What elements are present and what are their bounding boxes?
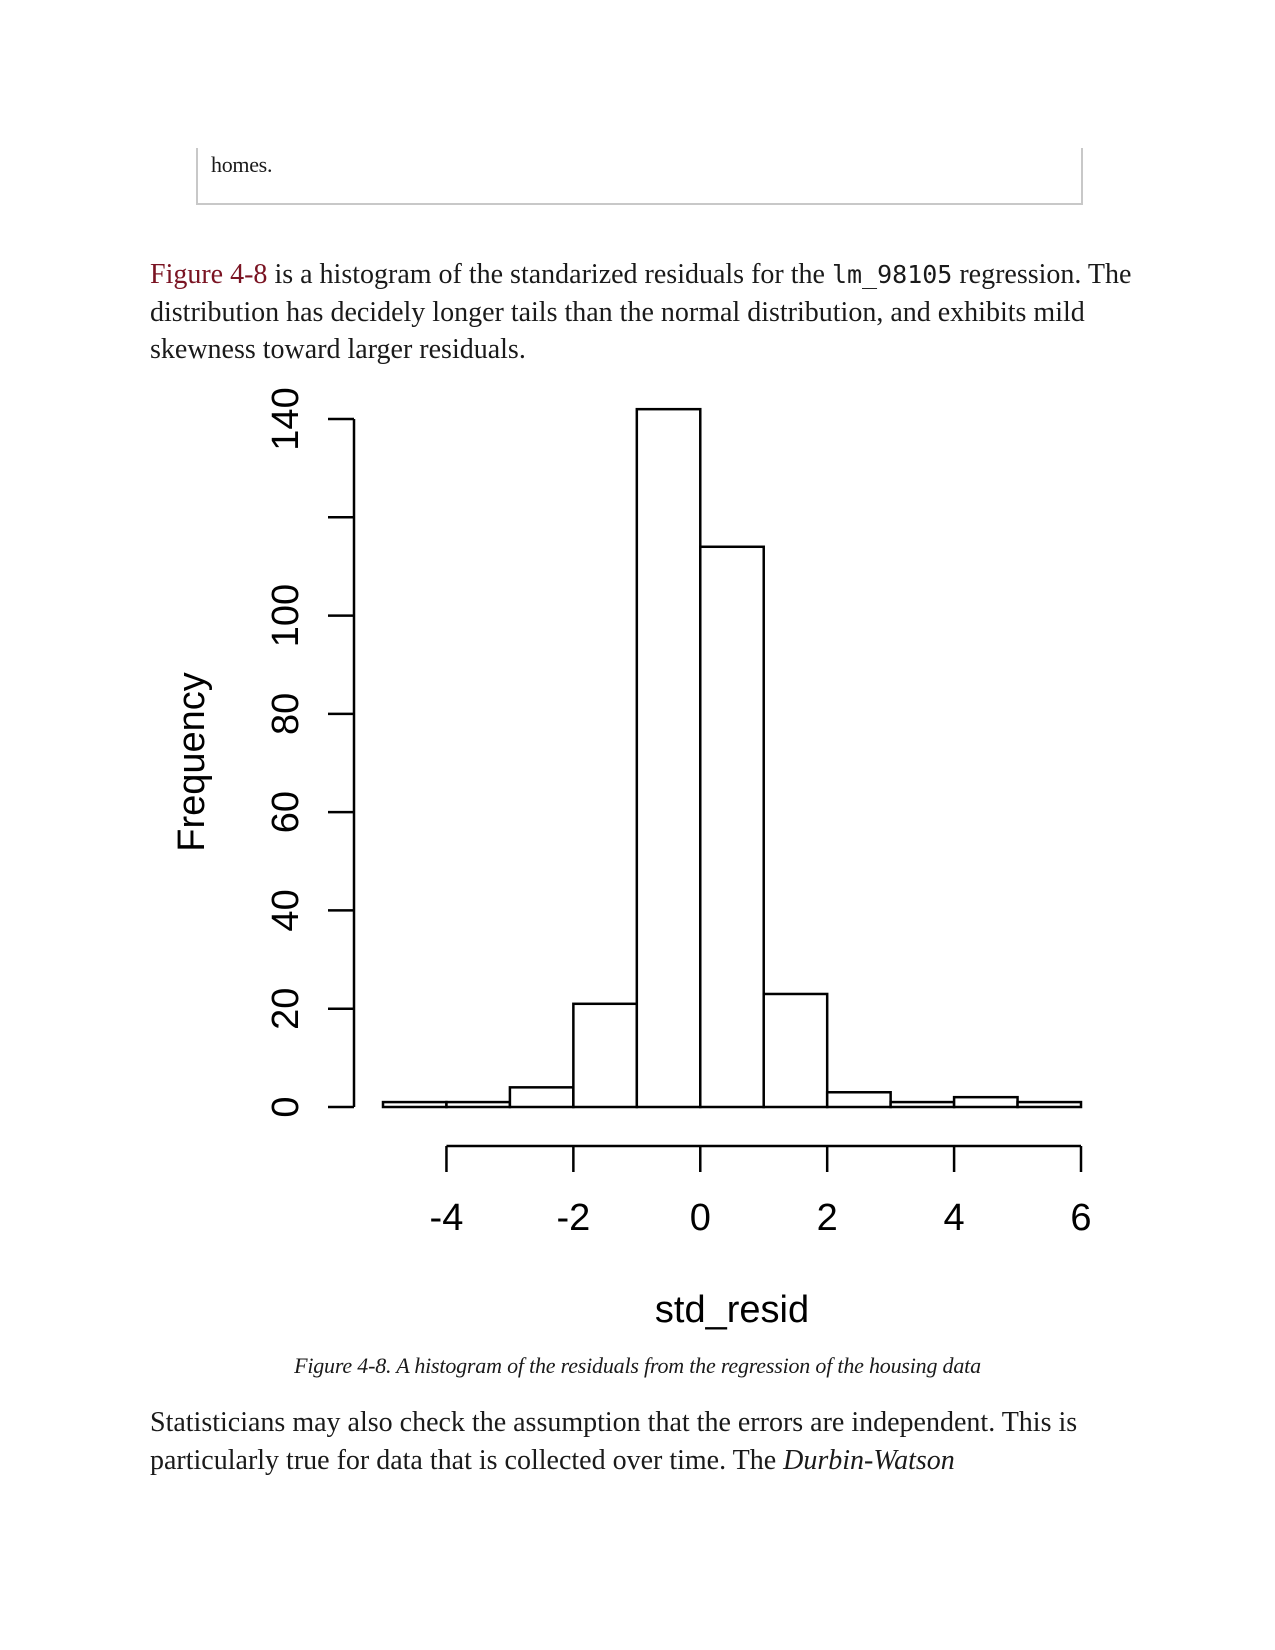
x-tick-label: 6 — [1070, 1197, 1091, 1239]
histogram-bar — [825, 1091, 892, 1109]
emphasis-term: Durbin-Watson — [783, 1444, 955, 1476]
paragraph-histogram-intro: Figure 4-8 is a histogram of the standar… — [150, 256, 1140, 369]
histogram-bar — [635, 407, 702, 1109]
x-tick-label: -4 — [430, 1197, 464, 1239]
figure-reference-link[interactable]: Figure 4-8 — [150, 259, 268, 290]
y-tick-label: 100 — [265, 584, 307, 647]
histogram-bar — [952, 1095, 1019, 1109]
x-tick-label: 2 — [817, 1197, 838, 1239]
sidebar-box: homes. — [196, 148, 1083, 205]
y-tick-label: 140 — [265, 387, 307, 450]
histogram-chart: 0 20 40 60 80 100 140 -4 -2 0 2 4 6 std_resid Frequ… — [171, 387, 1092, 1331]
x-tick-label: -2 — [556, 1197, 590, 1239]
sidebar-text: homes. — [211, 152, 273, 177]
histogram-bar — [1016, 1100, 1083, 1109]
y-tick-label: 0 — [265, 1096, 307, 1117]
paragraph-text: Statisticians may also check the assumpt… — [150, 1407, 1078, 1476]
histogram-bar — [889, 1100, 956, 1109]
paragraph-text: is a histogram of the standarized residu… — [267, 259, 832, 290]
histogram-bar — [699, 545, 765, 1109]
x-axis: -4 -2 0 2 4 6 — [430, 1144, 1092, 1239]
y-axis: 0 20 40 60 80 100 140 — [265, 387, 356, 1118]
paragraph-text: regression. The distribution has decidel… — [150, 259, 1132, 365]
y-tick-label: 40 — [265, 889, 307, 931]
x-tick-label: 4 — [944, 1197, 965, 1239]
paragraph-independence: Statisticians may also check the assumpt… — [150, 1404, 1140, 1479]
histogram-bars — [381, 407, 1083, 1109]
x-axis-label: std_resid — [655, 1289, 809, 1331]
histogram-bar — [572, 1002, 639, 1109]
y-tick-label: 20 — [265, 988, 307, 1030]
histogram-bar — [445, 1100, 512, 1109]
y-tick-label: 80 — [265, 693, 307, 735]
figure-caption: Figure 4-8. A histogram of the residuals… — [294, 1353, 981, 1378]
histogram-bar — [762, 992, 829, 1109]
y-tick-label: 60 — [265, 791, 307, 833]
x-tick-label: 0 — [690, 1197, 711, 1239]
histogram-bar — [508, 1086, 575, 1109]
inline-code: lm_98105 — [831, 260, 953, 289]
y-axis-label: Frequency — [171, 672, 213, 852]
histogram-bar — [381, 1100, 448, 1109]
